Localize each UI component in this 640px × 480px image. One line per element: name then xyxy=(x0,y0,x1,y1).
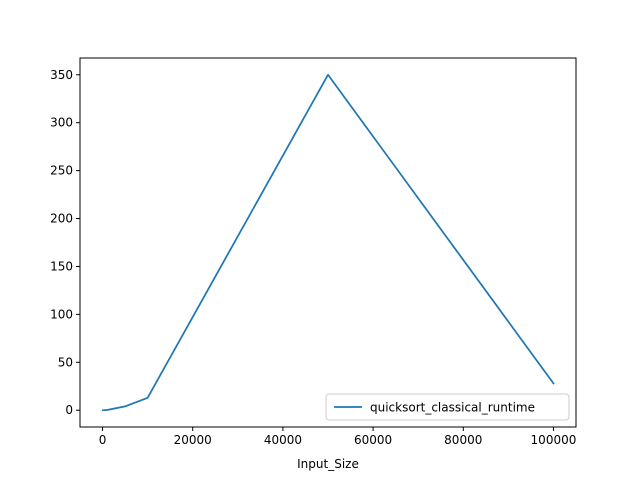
y-tick-label: 150 xyxy=(50,259,73,273)
x-axis-label: Input_Size xyxy=(297,457,359,471)
series-layer xyxy=(102,73,555,412)
x-tick-label: 100000 xyxy=(531,433,577,447)
legend-box xyxy=(325,393,570,421)
x-tick-label: 0 xyxy=(99,433,107,447)
series-line xyxy=(102,73,555,412)
plot-frame xyxy=(79,57,577,428)
x-tick-label: 80000 xyxy=(444,433,482,447)
y-tick-label: 50 xyxy=(58,355,73,369)
y-tick-label: 250 xyxy=(50,164,73,178)
y-tick-label: 0 xyxy=(65,403,73,417)
y-tick-label: 300 xyxy=(50,116,73,130)
legend-label: quicksort_classical_runtime xyxy=(370,401,535,415)
legend: quicksort_classical_runtime xyxy=(325,393,570,421)
x-tick-label: 60000 xyxy=(354,433,392,447)
x-axis: 0 20000 40000 60000 80000 100000 xyxy=(99,427,577,447)
y-axis: 0 50 100 150 200 250 300 350 xyxy=(50,68,80,417)
y-tick-label: 200 xyxy=(50,212,73,226)
y-tick-label: 350 xyxy=(50,68,73,82)
y-tick-label: 100 xyxy=(50,307,73,321)
x-tick-label: 40000 xyxy=(264,433,302,447)
x-tick-label: 20000 xyxy=(174,433,212,447)
